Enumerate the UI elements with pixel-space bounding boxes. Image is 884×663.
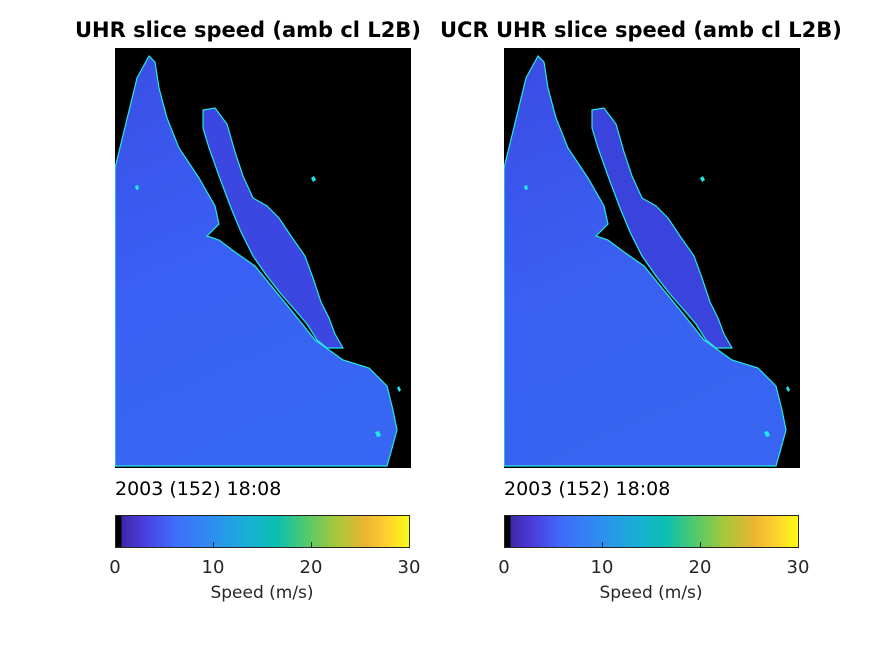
panel-2-timestamp: 2003 (152) 18:08 (504, 478, 671, 500)
island (700, 176, 705, 182)
panel-2-title: UCR UHR slice speed (amb cl L2B) (440, 18, 842, 42)
island (375, 431, 381, 437)
panel-1-colorbar (115, 515, 410, 548)
ocean-swath (115, 55, 398, 467)
ocean-swath (504, 55, 787, 467)
panel-1-colorbar-tick-label: 30 (397, 557, 421, 578)
panel-2-colorbar-tick (798, 542, 799, 548)
gulf-water (591, 107, 734, 349)
panel-1-map-image (115, 55, 401, 467)
panel-2-map (504, 48, 800, 468)
panel-2-colorbar-label: Speed (m/s) (599, 583, 703, 603)
panel-2-colorbar-tick (602, 542, 603, 548)
panel-1-colorbar-tick-label: 20 (299, 557, 323, 578)
panel-2-colorbar (504, 515, 799, 548)
gulf-water (202, 107, 345, 349)
panel-1-colorbar-label: Speed (m/s) (210, 583, 314, 603)
island (311, 176, 316, 182)
panel-2-map-image (504, 55, 790, 467)
panel-1-colorbar-tick (409, 542, 410, 548)
panel-2-colorbar-tick-label: 0 (498, 557, 510, 578)
island (786, 386, 790, 392)
panel-2-colorbar-tick-label: 20 (688, 557, 712, 578)
island (524, 185, 528, 190)
panel-2-colorbar-tick (504, 542, 505, 548)
panel-1-colorbar-tick-label: 10 (201, 557, 225, 578)
panel-1-colorbar-tick-label: 0 (109, 557, 121, 578)
panel-1-title: UHR slice speed (amb cl L2B) (75, 18, 421, 42)
panel-1-map (115, 48, 411, 468)
panel-2-colorbar-tick-label: 30 (786, 557, 810, 578)
island (764, 431, 770, 437)
panel-2-colorbar-tick-label: 10 (590, 557, 614, 578)
panel-2-colorbar-tick (700, 542, 701, 548)
island (135, 185, 139, 190)
panel-1-timestamp: 2003 (152) 18:08 (115, 478, 282, 500)
panel-1-colorbar-tick (213, 542, 214, 548)
panel-1-colorbar-tick (115, 542, 116, 548)
panel-1-colorbar-tick (311, 542, 312, 548)
island (397, 386, 401, 392)
